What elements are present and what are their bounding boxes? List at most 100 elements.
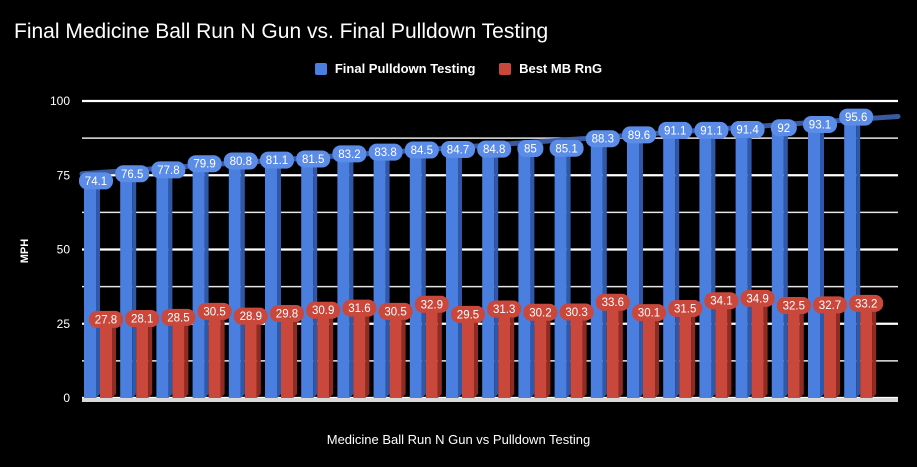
data-label-pulldown-12: 84.8: [477, 140, 512, 158]
bar-pulldown-3: [156, 162, 173, 398]
data-label-mb-rng-17-bg: [668, 299, 703, 317]
data-label-mb-rng-20: 32.5: [776, 296, 811, 314]
data-label-mb-rng-15-text: 33.6: [602, 297, 624, 309]
data-label-pulldown-15-text: 88.3: [592, 134, 614, 146]
bar-pulldown-13-body: [518, 145, 531, 398]
data-label-pulldown-8-bg: [332, 145, 367, 163]
data-label-pulldown-19: 91.4: [730, 121, 765, 139]
data-label-mb-rng-2: 28.1: [125, 310, 160, 328]
data-label-pulldown-20: 92: [770, 119, 797, 137]
bar-mb-rng-14: [570, 304, 587, 398]
data-label-pulldown-16-bg: [622, 126, 656, 144]
bar-pulldown-1: [84, 173, 100, 398]
legend-item-pulldown[interactable]: Final Pulldown Testing: [314, 61, 475, 76]
bar-pulldown-4-side: [204, 156, 209, 398]
data-label-pulldown-2-text: 76.5: [121, 169, 143, 181]
bar-mb-rng-21-side: [836, 296, 840, 398]
data-label-pulldown-5-bg: [223, 152, 258, 170]
bar-mb-rng-15-body: [606, 298, 619, 398]
data-label-mb-rng-15: 33.6: [595, 293, 630, 311]
bar-mb-rng-3-side: [184, 309, 189, 398]
bar-mb-rng-16-body: [643, 308, 655, 398]
data-label-mb-rng-13-bg: [523, 303, 558, 321]
data-label-pulldown-9: 83.8: [368, 143, 403, 161]
bar-pulldown-14: [554, 141, 571, 399]
data-label-pulldown-22-bg: [839, 108, 874, 126]
bar-mb-rng-8-side: [365, 300, 370, 398]
bar-mb-rng-10: [425, 296, 442, 398]
bar-pulldown-13: [518, 141, 535, 399]
data-label-pulldown-17-bg: [658, 121, 693, 139]
data-label-mb-rng-7: 30.9: [306, 301, 341, 319]
data-label-mb-rng-5-text: 28.9: [240, 311, 262, 323]
data-label-mb-rng-3: 28.5: [161, 308, 196, 326]
data-label-mb-rng-8: 31.6: [342, 299, 377, 317]
bar-mb-rng-18-side: [727, 292, 732, 398]
data-label-pulldown-17-text: 91.1: [664, 125, 686, 137]
bar-pulldown-2-body: [120, 170, 133, 398]
y-tick-label: 0: [63, 391, 70, 405]
data-label-pulldown-11-text: 84.7: [447, 144, 469, 156]
data-label-mb-rng-19-text: 34.9: [746, 293, 768, 305]
data-label-mb-rng-12: 31.3: [487, 300, 522, 318]
bar-pulldown-1-side: [96, 173, 100, 398]
data-label-mb-rng-12-bg: [487, 300, 522, 318]
data-label-mb-rng-6-bg: [270, 304, 304, 322]
data-label-pulldown-4-text: 79.9: [193, 159, 215, 171]
data-label-pulldown-10: 84.5: [404, 141, 439, 159]
data-label-pulldown-7-text: 81.5: [302, 154, 324, 166]
bar-mb-rng-7: [317, 302, 334, 398]
data-label-pulldown-5: 80.8: [223, 152, 258, 170]
bar-mb-rng-17-side: [691, 300, 696, 398]
bar-mb-rng-1-body: [100, 315, 112, 398]
bar-pulldown-9-body: [373, 149, 386, 398]
bar-mb-rng-2-side: [148, 310, 153, 398]
data-label-pulldown-14: 85.1: [549, 139, 584, 157]
bar-mb-rng-19-body: [751, 294, 764, 398]
bar-pulldown-10-side: [421, 143, 426, 398]
data-label-pulldown-19-text: 91.4: [736, 125, 759, 137]
bar-mb-rng-22-body: [860, 299, 873, 398]
data-label-mb-rng-16-text: 30.1: [638, 308, 660, 320]
legend-label-mb-rng: Best MB RnG: [519, 61, 603, 76]
legend-item-mb-rng[interactable]: Best MB RnG: [499, 61, 602, 76]
bar-pulldown-19: [735, 122, 752, 399]
data-label-mb-rng-19-bg: [740, 289, 775, 307]
data-label-mb-rng-11-text: 29.5: [457, 309, 479, 321]
data-label-pulldown-3-bg: [151, 161, 186, 179]
bar-mb-rng-13-body: [534, 308, 547, 398]
data-label-mb-rng-22: 33.2: [849, 294, 884, 312]
data-label-mb-rng-21-text: 32.7: [819, 300, 841, 312]
bar-mb-rng-6-side: [293, 305, 297, 398]
bar-pulldown-16-body: [627, 131, 639, 398]
chart-title: Final Medicine Ball Run N Gun vs. Final …: [14, 20, 549, 43]
data-label-mb-rng-14: 30.3: [559, 303, 594, 321]
bar-mb-rng-4-body: [208, 307, 221, 398]
y-tick-label: 50: [57, 243, 71, 257]
bar-mb-rng-13-side: [546, 304, 551, 398]
bar-pulldown-7: [301, 151, 318, 398]
data-label-pulldown-1-text: 74.1: [85, 176, 107, 188]
x-axis-label: Medicine Ball Run N Gun vs Pulldown Test…: [326, 432, 591, 447]
data-label-pulldown-6-text: 81.1: [266, 155, 288, 167]
bar-pulldown-16: [627, 127, 643, 398]
legend-swatch-mb-rng: [499, 62, 512, 75]
data-label-pulldown-17: 91.1: [658, 121, 693, 139]
bar-pulldown-1-body: [84, 177, 96, 398]
data-label-pulldown-18: 91.1: [694, 121, 729, 139]
bar-mb-rng-13: [534, 304, 551, 398]
bar-pulldown-21: [808, 117, 824, 399]
bar-pulldown-19-body: [735, 126, 748, 399]
bar-pulldown-8-side: [349, 146, 354, 398]
data-label-pulldown-15: 88.3: [585, 130, 620, 148]
data-label-mb-rng-20-text: 32.5: [783, 300, 805, 312]
data-label-pulldown-20-bg: [770, 119, 797, 137]
data-label-mb-rng-18-bg: [704, 292, 739, 310]
bar-pulldown-2-side: [132, 166, 137, 398]
data-label-pulldown-1: 74.1: [79, 172, 113, 190]
data-label-pulldown-18-bg: [694, 121, 729, 139]
data-label-mb-rng-9-bg: [378, 302, 413, 320]
bar-pulldown-18-side: [711, 123, 716, 399]
data-label-pulldown-20-text: 92: [777, 123, 790, 135]
data-label-pulldown-1-bg: [79, 172, 113, 190]
